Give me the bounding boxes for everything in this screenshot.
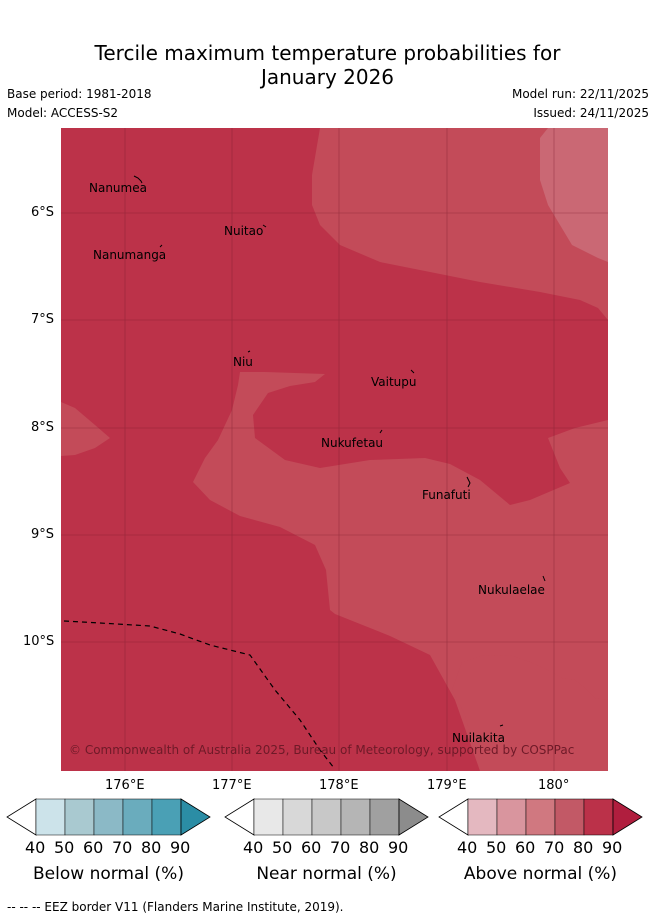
legend-tick: 60 bbox=[83, 838, 104, 857]
place-label-funafuti: Funafuti bbox=[422, 488, 471, 502]
legend-above-normal bbox=[438, 798, 643, 836]
model-name: Model: ACCESS-S2 bbox=[7, 106, 119, 120]
zone-60-70-northeast bbox=[540, 128, 608, 262]
map-title: Tercile maximum temperature probabilitie… bbox=[0, 41, 655, 89]
zone-70-80-southeast bbox=[452, 655, 608, 771]
legend-tick: 50 bbox=[54, 838, 75, 857]
legend-tick: 50 bbox=[486, 838, 507, 857]
lon-tick-179: 179°E bbox=[427, 778, 467, 793]
legend-tick: 70 bbox=[330, 838, 351, 857]
probability-zones bbox=[61, 128, 608, 771]
lat-tick-6s: 6°S bbox=[31, 205, 55, 220]
place-label-nuilakita: Nuilakita bbox=[452, 731, 505, 745]
eez-footnote: -- -- -- EEZ border V11 (Flanders Marine… bbox=[7, 900, 344, 914]
lon-tick-178: 178°E bbox=[319, 778, 359, 793]
lat-tick-10s: 10°S bbox=[23, 634, 55, 649]
place-label-niu: Niu bbox=[233, 355, 253, 369]
lat-tick-9s: 9°S bbox=[31, 527, 55, 542]
legend-tick: 60 bbox=[301, 838, 322, 857]
title-line-2: January 2026 bbox=[260, 65, 395, 89]
legend-tick: 60 bbox=[515, 838, 536, 857]
island-outlines bbox=[133, 175, 546, 727]
graticule bbox=[61, 128, 608, 771]
place-label-nanumanga: Nanumanga bbox=[93, 248, 167, 262]
model-run: Model run: 22/11/2025 bbox=[511, 87, 649, 101]
legend-title-near: Near normal (%) bbox=[256, 864, 397, 884]
place-label-nukufetau: Nukufetau bbox=[321, 436, 384, 450]
legend-tick: 90 bbox=[170, 838, 191, 857]
legend-tick: 70 bbox=[112, 838, 133, 857]
lat-tick-8s: 8°S bbox=[31, 420, 55, 435]
legend-below-normal bbox=[6, 798, 211, 836]
legend-tick: 70 bbox=[544, 838, 565, 857]
legend-tick: 80 bbox=[573, 838, 594, 857]
legend-tick: 80 bbox=[141, 838, 162, 857]
legend-tick: 40 bbox=[457, 838, 478, 857]
place-label-nuitao: Nuitao bbox=[224, 224, 264, 238]
place-label-vaitupu: Vaitupu bbox=[371, 375, 417, 389]
lat-tick-7s: 7°S bbox=[31, 312, 55, 327]
place-label-nanumea: Nanumea bbox=[89, 181, 147, 195]
eez-border bbox=[63, 620, 335, 769]
legend-tick: 90 bbox=[602, 838, 623, 857]
legend-title-above: Above normal (%) bbox=[463, 864, 618, 884]
copyright-notice: © Commonwealth of Australia 2025, Bureau… bbox=[69, 743, 575, 757]
zone-70-80-west bbox=[61, 402, 110, 456]
lon-tick-177: 177°E bbox=[212, 778, 252, 793]
lon-tick-176: 176°E bbox=[105, 778, 145, 793]
place-label-nukulaelae: Nukulaelae bbox=[478, 583, 545, 597]
legend-tick: 90 bbox=[388, 838, 409, 857]
base-period: Base period: 1981-2018 bbox=[7, 87, 152, 101]
legend-tick: 40 bbox=[25, 838, 46, 857]
legend-title-below: Below normal (%) bbox=[33, 864, 184, 884]
legend-tick: 50 bbox=[272, 838, 293, 857]
legend-near-normal bbox=[224, 798, 429, 836]
title-line-1: Tercile maximum temperature probabilitie… bbox=[94, 41, 561, 65]
legend-tick: 40 bbox=[243, 838, 264, 857]
lon-tick-180: 180° bbox=[538, 778, 570, 793]
zone-70-80-northeast bbox=[312, 128, 608, 320]
legend-tick: 80 bbox=[359, 838, 380, 857]
issued-date: Issued: 24/11/2025 bbox=[533, 106, 649, 120]
